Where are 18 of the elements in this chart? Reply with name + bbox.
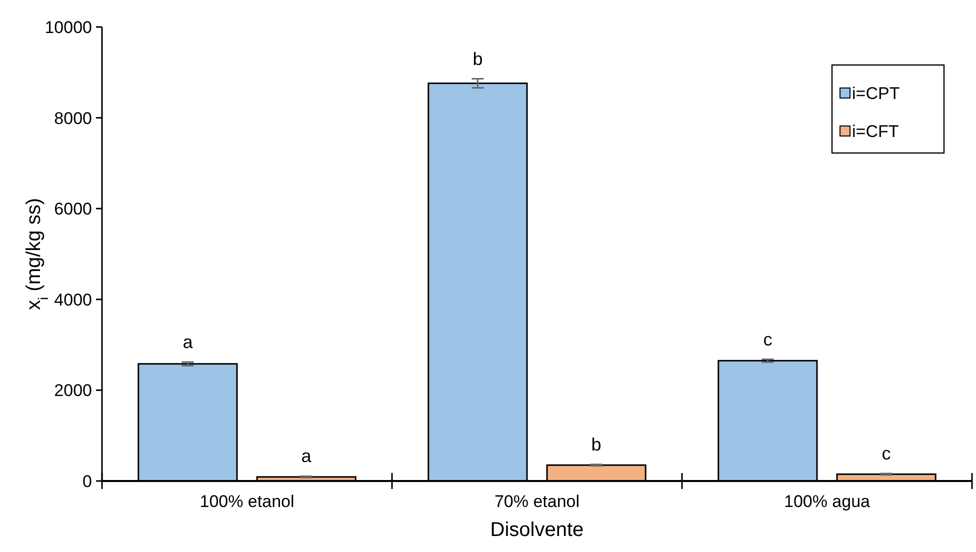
annotation: b [591,434,602,454]
y-tick-label: 4000 [54,290,92,310]
legend-label: i=CPT [852,84,900,103]
legend-label: i=CFT [852,122,899,141]
annotation: c [763,329,772,350]
y-tick-label: 2000 [54,381,92,400]
x-tick-label: 100% agua [784,492,871,511]
x-axis-title: Disolvente [490,519,584,541]
x-tick-label: 100% etanol [200,492,294,511]
x-tick-label: 70% etanol [494,492,580,511]
y-tick-label: 10000 [44,18,92,37]
annotation: a [182,332,194,352]
y-tick-label: 6000 [54,200,92,219]
annotation: a [301,446,312,466]
annotation: b [472,48,483,69]
y-tick-label: 0 [82,472,92,491]
annotation: c [882,444,891,464]
y-tick-label: 8000 [54,108,92,128]
